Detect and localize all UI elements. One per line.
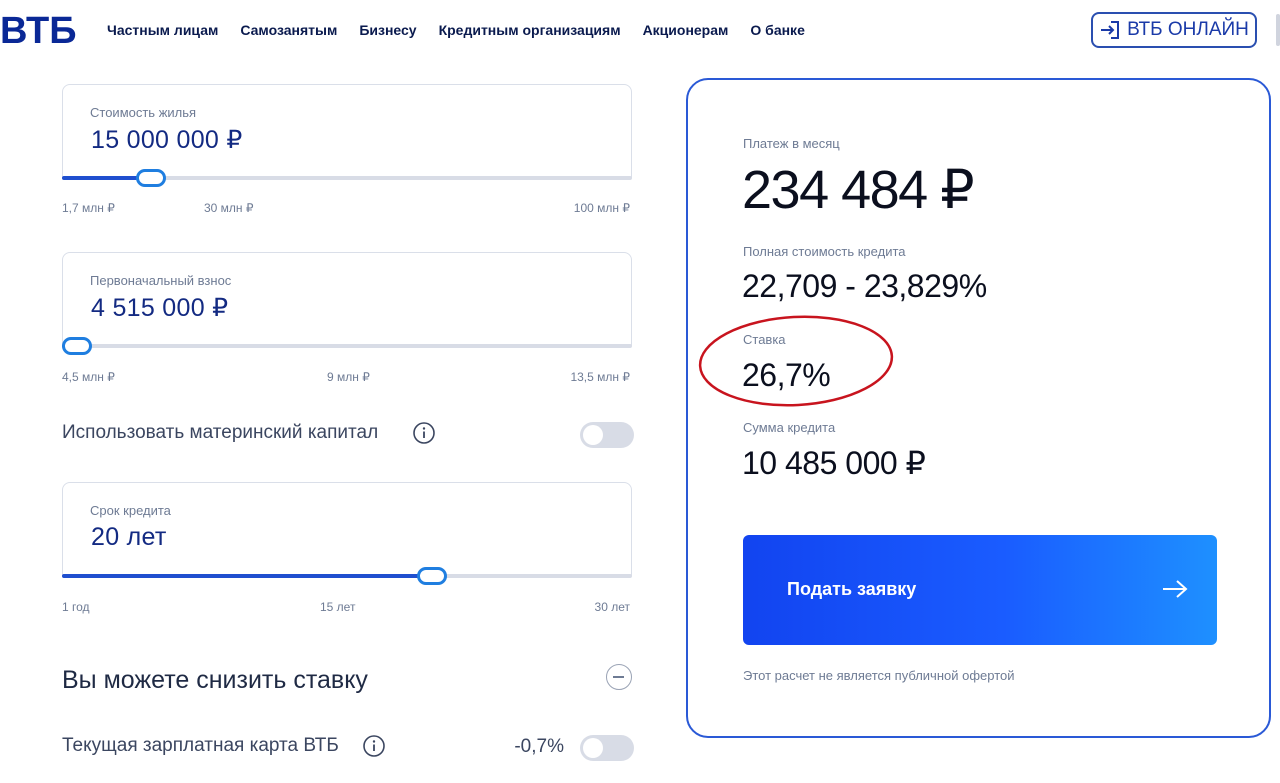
property-cost-slider-thumb[interactable] bbox=[135, 169, 166, 187]
tick-label: 100 млн ₽ bbox=[573, 201, 630, 215]
disclaimer-text: Этот расчет не является публичной оферто… bbox=[743, 668, 1015, 683]
maternity-capital-label: Использовать материнский капитал bbox=[62, 422, 379, 443]
loan-term-slider[interactable] bbox=[62, 567, 632, 585]
nav-private[interactable]: Частным лицам bbox=[107, 22, 219, 38]
property-cost-slider[interactable] bbox=[62, 169, 632, 187]
salary-card-toggle[interactable] bbox=[580, 735, 634, 761]
down-payment-label: Первоначальный взнос bbox=[90, 273, 232, 288]
tick-label: 1 год bbox=[62, 600, 90, 614]
tick-label: 13,5 млн ₽ bbox=[570, 370, 630, 384]
tick-label: 1,7 млн ₽ bbox=[62, 201, 115, 215]
site-header: ВТБ Частным лицам Самозанятым Бизнесу Кр… bbox=[0, 0, 1280, 72]
loan-term-slider-thumb[interactable] bbox=[416, 567, 447, 585]
down-payment-value[interactable]: 4 515 000 ₽ bbox=[91, 294, 229, 322]
loan-term-label: Срок кредита bbox=[90, 503, 171, 518]
loan-term-value[interactable]: 20 лет bbox=[91, 523, 167, 551]
nav-self-employed[interactable]: Самозанятым bbox=[240, 22, 338, 38]
salary-card-label: Текущая зарплатная карта ВТБ bbox=[62, 735, 339, 756]
maternity-capital-row: Использовать материнский капитал bbox=[62, 420, 634, 450]
loan-term-field[interactable]: Срок кредита 20 лет bbox=[62, 482, 632, 576]
tick-label: 4,5 млн ₽ bbox=[62, 370, 115, 384]
tick-label: 9 млн ₽ bbox=[327, 370, 370, 384]
login-icon bbox=[1101, 21, 1120, 39]
info-icon[interactable] bbox=[362, 734, 386, 758]
rate-label: Ставка bbox=[743, 332, 786, 347]
submit-application-button[interactable]: Подать заявку bbox=[743, 535, 1217, 645]
tick-label: 30 млн ₽ bbox=[204, 201, 254, 215]
property-cost-label: Стоимость жилья bbox=[90, 105, 197, 120]
monthly-payment-label: Платеж в месяц bbox=[743, 136, 840, 151]
property-cost-ticks: 1,7 млн ₽ 30 млн ₽ 100 млн ₽ bbox=[62, 201, 632, 217]
tick-label: 15 лет bbox=[320, 600, 356, 614]
loan-amount-label: Сумма кредита bbox=[743, 420, 836, 435]
down-payment-field[interactable]: Первоначальный взнос 4 515 000 ₽ bbox=[62, 252, 632, 346]
reduce-rate-title: Вы можете снизить ставку bbox=[62, 666, 368, 694]
loan-term-slider-fill bbox=[62, 574, 431, 578]
scroll-edge bbox=[1276, 14, 1280, 46]
monthly-payment-value: 234 484 ₽ bbox=[742, 160, 975, 220]
nav-credit-orgs[interactable]: Кредитным организациям bbox=[438, 22, 621, 38]
vtb-online-button[interactable]: ВТБ ОНЛАЙН bbox=[1091, 12, 1257, 48]
down-payment-slider-thumb[interactable] bbox=[62, 337, 92, 355]
rate-value: 26,7% bbox=[742, 357, 831, 393]
property-cost-value[interactable]: 15 000 000 ₽ bbox=[91, 126, 243, 154]
vtb-online-label: ВТБ ОНЛАЙН bbox=[1127, 19, 1249, 40]
property-cost-field[interactable]: Стоимость жилья 15 000 000 ₽ bbox=[62, 84, 632, 178]
down-payment-slider[interactable] bbox=[62, 337, 632, 355]
vtb-logo[interactable]: ВТБ bbox=[0, 10, 77, 52]
collapse-minus-icon[interactable] bbox=[606, 664, 632, 690]
loan-amount-value: 10 485 000 ₽ bbox=[742, 445, 926, 481]
submit-label: Подать заявку bbox=[787, 579, 917, 599]
info-icon[interactable] bbox=[412, 421, 436, 445]
salary-card-discount: -0,7% bbox=[514, 736, 564, 757]
property-cost-slider-fill bbox=[62, 176, 150, 180]
nav-shareholders[interactable]: Акционерам bbox=[642, 22, 729, 38]
full-cost-label: Полная стоимость кредита bbox=[743, 244, 906, 259]
down-payment-ticks: 4,5 млн ₽ 9 млн ₽ 13,5 млн ₽ bbox=[62, 370, 632, 386]
result-panel: Платеж в месяц 234 484 ₽ Полная стоимост… bbox=[686, 78, 1271, 738]
maternity-capital-toggle[interactable] bbox=[580, 422, 634, 448]
salary-card-row: Текущая зарплатная карта ВТБ -0,7% bbox=[62, 733, 634, 763]
arrow-right-icon bbox=[1163, 580, 1188, 598]
loan-term-ticks: 1 год 15 лет 30 лет bbox=[62, 600, 632, 616]
full-cost-value: 22,709 - 23,829% bbox=[742, 268, 987, 304]
main-nav: Частным лицам Самозанятым Бизнесу Кредит… bbox=[107, 22, 805, 38]
nav-business[interactable]: Бизнесу bbox=[359, 22, 417, 38]
nav-about[interactable]: О банке bbox=[750, 22, 805, 38]
tick-label: 30 лет bbox=[594, 600, 630, 614]
